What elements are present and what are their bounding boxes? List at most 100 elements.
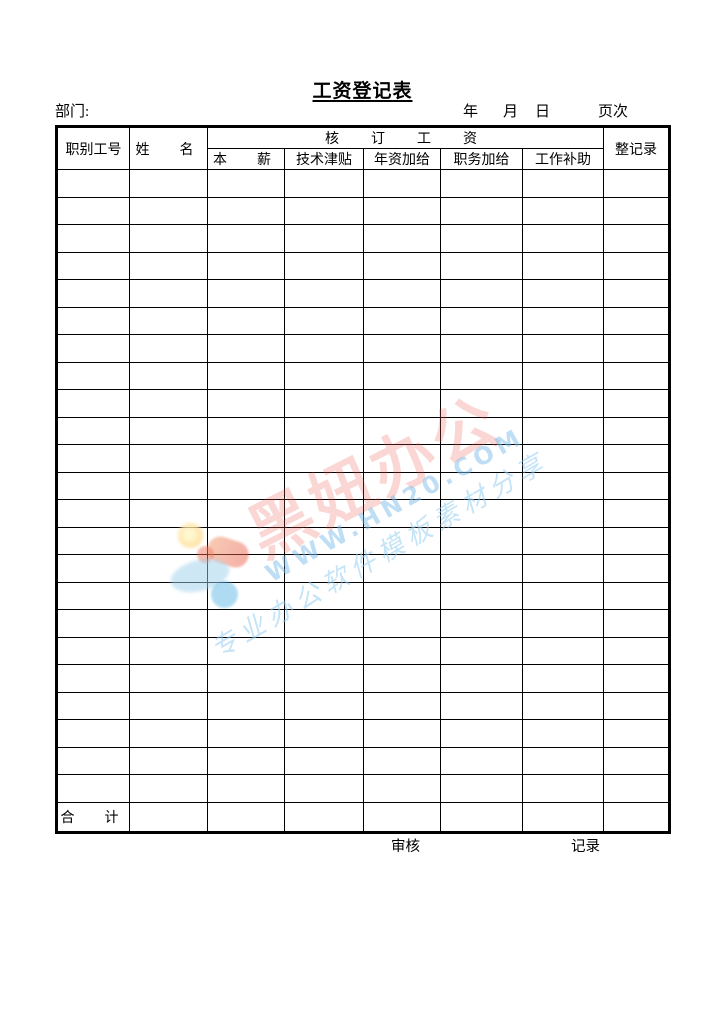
- table-cell[interactable]: [440, 471, 523, 500]
- table-cell[interactable]: [603, 664, 671, 693]
- table-cell[interactable]: [56, 499, 130, 528]
- table-cell[interactable]: [603, 719, 671, 748]
- table-cell[interactable]: [207, 471, 285, 500]
- table-cell[interactable]: [284, 636, 364, 665]
- table-cell[interactable]: [129, 581, 208, 610]
- table-cell[interactable]: [207, 526, 285, 555]
- table-cell[interactable]: [440, 361, 523, 390]
- table-cell[interactable]: [440, 169, 523, 198]
- table-cell[interactable]: [129, 746, 208, 775]
- table-cell[interactable]: [603, 691, 671, 720]
- table-cell[interactable]: [603, 416, 671, 445]
- table-cell[interactable]: [284, 609, 364, 638]
- table-cell[interactable]: [363, 801, 441, 833]
- table-cell[interactable]: [284, 801, 364, 833]
- table-cell[interactable]: [56, 279, 130, 308]
- table-cell[interactable]: [56, 251, 130, 280]
- table-cell[interactable]: [521, 251, 605, 280]
- table-cell[interactable]: [363, 361, 441, 390]
- table-cell[interactable]: [363, 636, 441, 665]
- table-cell[interactable]: [440, 279, 523, 308]
- table-cell[interactable]: [284, 719, 364, 748]
- table-cell[interactable]: [207, 801, 285, 833]
- table-cell[interactable]: [207, 416, 285, 445]
- table-cell[interactable]: [603, 499, 671, 528]
- table-cell[interactable]: [363, 774, 441, 803]
- table-cell[interactable]: [603, 774, 671, 803]
- table-cell[interactable]: [603, 581, 671, 610]
- table-cell[interactable]: [521, 774, 605, 803]
- table-cell[interactable]: [207, 636, 285, 665]
- table-cell[interactable]: [363, 251, 441, 280]
- table-cell[interactable]: [521, 416, 605, 445]
- table-cell[interactable]: [207, 224, 285, 253]
- table-cell[interactable]: [207, 334, 285, 363]
- table-cell[interactable]: [284, 746, 364, 775]
- table-cell[interactable]: [56, 196, 130, 225]
- table-cell[interactable]: [521, 196, 605, 225]
- table-cell[interactable]: [129, 416, 208, 445]
- table-cell[interactable]: [603, 196, 671, 225]
- table-cell[interactable]: [129, 224, 208, 253]
- table-cell[interactable]: [129, 279, 208, 308]
- table-cell[interactable]: [521, 664, 605, 693]
- table-cell[interactable]: [603, 801, 671, 833]
- table-cell[interactable]: [284, 691, 364, 720]
- table-cell[interactable]: [603, 251, 671, 280]
- table-cell[interactable]: [284, 499, 364, 528]
- table-cell[interactable]: [129, 169, 208, 198]
- table-cell[interactable]: [207, 746, 285, 775]
- table-cell[interactable]: [440, 581, 523, 610]
- table-cell[interactable]: [440, 774, 523, 803]
- table-cell[interactable]: [284, 444, 364, 473]
- table-cell[interactable]: [284, 664, 364, 693]
- table-cell[interactable]: [363, 691, 441, 720]
- table-cell[interactable]: [521, 361, 605, 390]
- table-cell[interactable]: [440, 746, 523, 775]
- table-cell[interactable]: [603, 169, 671, 198]
- table-cell[interactable]: [363, 306, 441, 335]
- table-cell[interactable]: [129, 719, 208, 748]
- table-cell[interactable]: [284, 196, 364, 225]
- table-cell[interactable]: [521, 801, 605, 833]
- table-cell[interactable]: [363, 334, 441, 363]
- table-cell[interactable]: [521, 609, 605, 638]
- table-cell[interactable]: [603, 334, 671, 363]
- table-cell[interactable]: [284, 389, 364, 418]
- table-cell[interactable]: [440, 719, 523, 748]
- table-cell[interactable]: [129, 609, 208, 638]
- table-cell[interactable]: [440, 526, 523, 555]
- table-cell[interactable]: [56, 444, 130, 473]
- table-cell[interactable]: [129, 526, 208, 555]
- table-cell[interactable]: [363, 224, 441, 253]
- table-cell[interactable]: [207, 196, 285, 225]
- table-cell[interactable]: [440, 224, 523, 253]
- table-cell[interactable]: [207, 169, 285, 198]
- table-cell[interactable]: [440, 416, 523, 445]
- table-cell[interactable]: [207, 664, 285, 693]
- table-cell[interactable]: [129, 361, 208, 390]
- table-cell[interactable]: [207, 499, 285, 528]
- table-cell[interactable]: [56, 554, 130, 583]
- table-cell[interactable]: [56, 664, 130, 693]
- table-cell[interactable]: [440, 389, 523, 418]
- table-cell[interactable]: [284, 251, 364, 280]
- table-cell[interactable]: [56, 581, 130, 610]
- table-cell[interactable]: [207, 251, 285, 280]
- table-cell[interactable]: [440, 196, 523, 225]
- table-cell[interactable]: [363, 471, 441, 500]
- table-cell[interactable]: [440, 664, 523, 693]
- table-cell[interactable]: [440, 801, 523, 833]
- table-cell[interactable]: [207, 444, 285, 473]
- table-cell[interactable]: [363, 526, 441, 555]
- table-cell[interactable]: [521, 719, 605, 748]
- table-cell[interactable]: [56, 416, 130, 445]
- table-cell[interactable]: [603, 389, 671, 418]
- table-cell[interactable]: [129, 499, 208, 528]
- table-cell[interactable]: [56, 719, 130, 748]
- table-cell[interactable]: [129, 196, 208, 225]
- table-cell[interactable]: [440, 691, 523, 720]
- table-cell[interactable]: [129, 334, 208, 363]
- table-cell[interactable]: [603, 526, 671, 555]
- table-cell[interactable]: [363, 416, 441, 445]
